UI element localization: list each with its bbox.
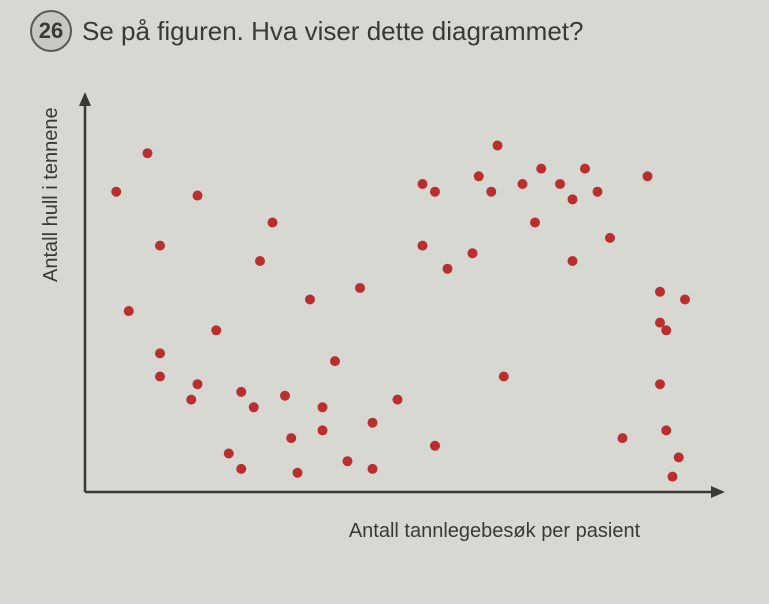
question-number: 26 bbox=[39, 18, 63, 44]
y-axis-label: Antall hull i tennene bbox=[40, 107, 63, 282]
scatter-plot-svg bbox=[50, 82, 745, 512]
question-number-badge: 26 bbox=[30, 10, 72, 52]
question-header: 26 Se på figuren. Hva viser dette diagra… bbox=[30, 10, 739, 52]
question-text: Se på figuren. Hva viser dette diagramme… bbox=[82, 10, 583, 49]
x-axis-label: Antall tannlegebesøk per pasient bbox=[50, 520, 739, 543]
scatter-chart: Antall hull i tennene Antall tannlegebes… bbox=[50, 82, 739, 543]
